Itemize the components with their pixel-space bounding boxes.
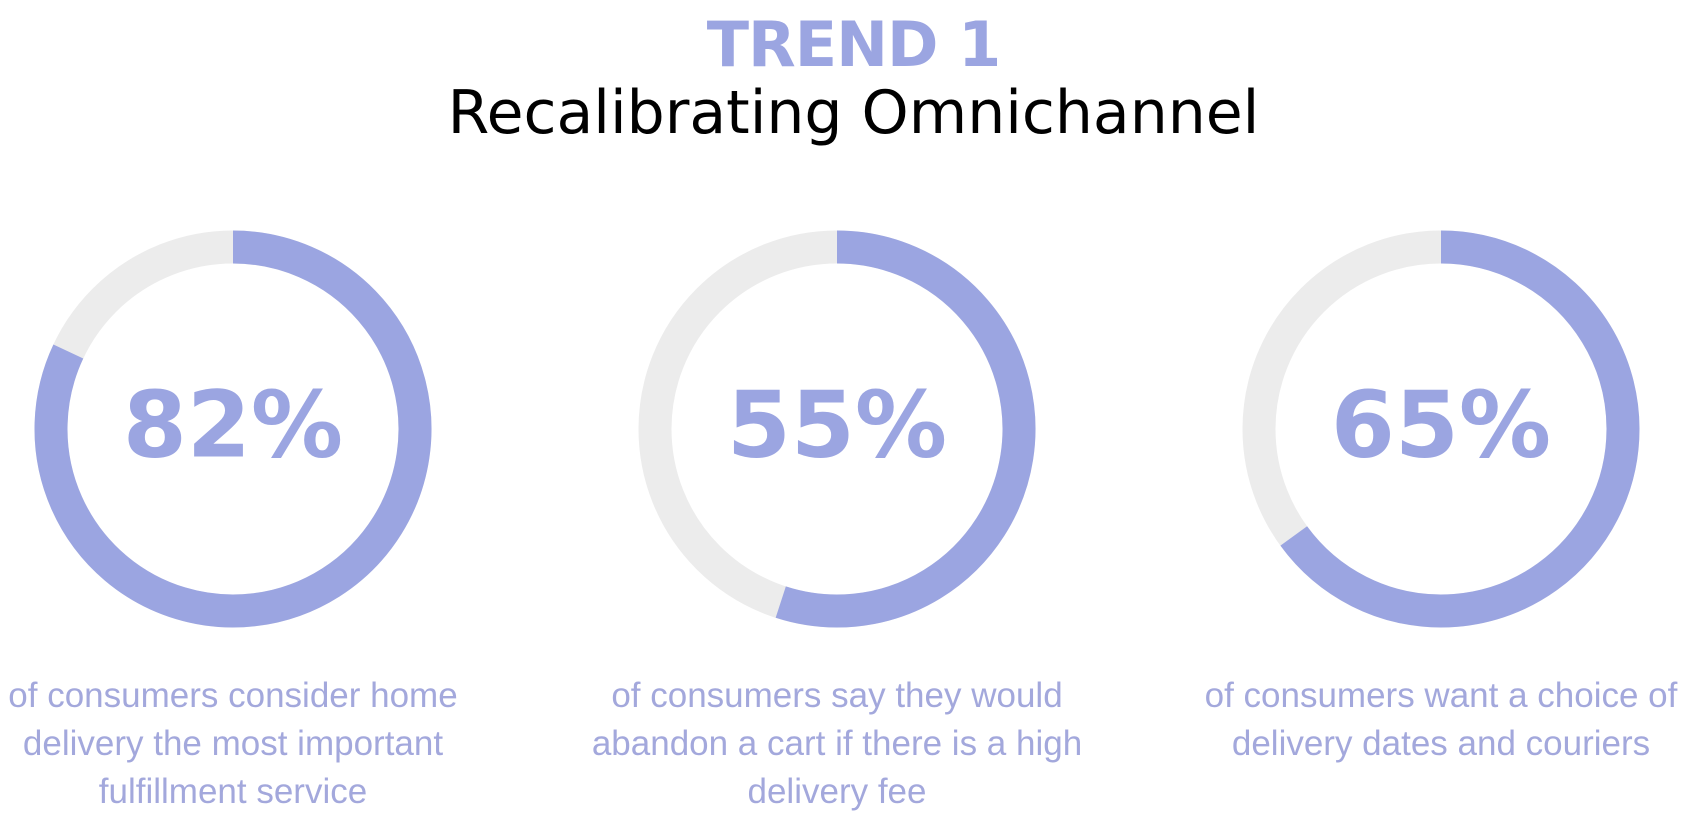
kicker: TREND 1 [706, 8, 1001, 81]
value-label: 55% [727, 371, 947, 478]
donut-arc [775, 230, 1036, 628]
caption: of consumers want a choice of delivery d… [1204, 676, 1678, 763]
page-title: Recalibrating Omnichannel [447, 78, 1260, 148]
donut-arc [1280, 230, 1640, 628]
caption: of consumers consider home delivery the … [8, 676, 458, 811]
value-label: 65% [1331, 371, 1551, 478]
caption: of consumers say they would abandon a ca… [591, 676, 1083, 811]
value-label: 82% [123, 371, 343, 478]
donut-arc [34, 230, 432, 628]
